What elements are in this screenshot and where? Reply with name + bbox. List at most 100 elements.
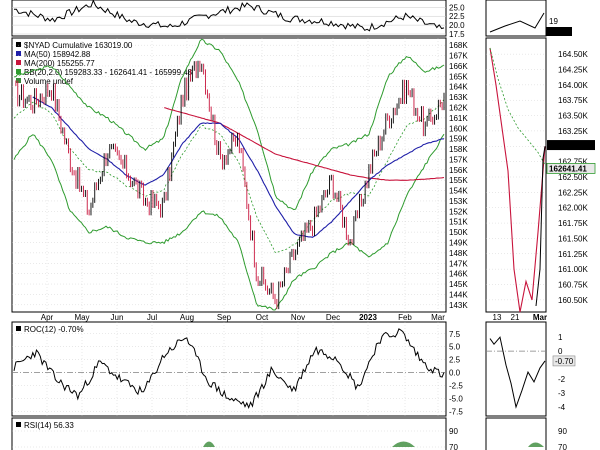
top-side-current-badge [546,27,572,36]
top-y-tick-label: 20.0 [449,21,465,30]
roc-y-tick-label: 5.0 [449,343,461,352]
roc-side-y-tick-label: -2 [558,375,566,384]
roc-y-tick-label: 0.0 [449,369,461,378]
main-y-tick-label: 145K [449,280,468,289]
roc-side-current-badge [552,355,576,367]
rsi-y-tick-label: 90 [449,427,458,436]
rsi-overbought-fill [203,441,215,447]
main-y-tick-label: 159K [449,135,468,144]
legend-bb-swatch [16,69,21,74]
main-side-y-tick-label: 163.50K [558,112,588,121]
main-y-tick-label: 148K [449,249,468,258]
main-side-y-tick-label: 162.50K [558,173,588,182]
side-bb-mid-line [489,47,546,165]
main-x-tick-label: 2023 [359,313,377,322]
legend-bb-label: BB(20,2.0) 159283.33 - 162641.41 - 16599… [24,68,193,77]
side-current-label-bb: 162641.41 [549,164,587,173]
main-x-tick-label: Dec [326,313,340,322]
main-y-tick-label: 166K [449,62,468,71]
main-x-tick-label: Jun [111,313,124,322]
top-y-tick-label: 25.0 [449,3,465,12]
main-y-tick-label: 165K [449,72,468,81]
roc-y-tick-label: 2.5 [449,356,461,365]
main-y-tick-label: 154K [449,187,468,196]
main-y-tick-label: 163K [449,93,468,102]
main-x-tick-label: Oct [256,313,269,322]
main-y-tick-label: 156K [449,166,468,175]
side-x-tick-label: Mar [533,313,547,322]
main-y-tick-label: 157K [449,155,468,164]
main-legend: $NYAD Cumulative 163019.00 MA(50) 158942… [16,41,193,86]
main-side-y-tick-label: 164.25K [558,66,588,75]
top-side-line [489,12,545,33]
side-price-red-line [489,47,546,313]
main-side-y-tick-label: 163.75K [558,96,588,105]
roc-side-line [489,336,546,409]
side-current-badge-price [547,140,595,151]
main-y-tick-label: 158K [449,145,468,154]
roc-legend: ROC(12) -0.70% [16,325,84,334]
legend-ma50-label: MA(50) 158942.88 [24,50,91,59]
top-side-current-label: 18.49 [548,27,569,36]
roc-y-tick-label: -5.0 [449,394,463,403]
roc-side-y-tick-label: -3 [558,389,566,398]
legend-volume-label: Volume undef [24,77,74,86]
side-x-tick-label: 21 [511,313,520,322]
side-current-label-price: 163019.00 [549,141,587,150]
main-side-y-tick-label: 162.00K [558,204,588,213]
main-side-y-tick-label: 164.00K [558,81,588,90]
main-y-tick-label: 164K [449,83,468,92]
top-y-tick-label: 17.5 [449,30,465,39]
main-y-tick-label: 150K [449,228,468,237]
rsi-side-y-tick-label: 90 [558,427,567,436]
main-x-tick-label: Sep [217,313,232,322]
main-x-tick-label: May [74,313,89,322]
roc-y-tick-label: -7.5 [449,407,463,416]
rsi-side-overbought-fill [528,442,544,447]
top-side-panel-frame [485,0,547,37]
main-y-tick-label: 162K [449,104,468,113]
legend-price-swatch [16,42,21,47]
main-y-tick-label: 149K [449,239,468,248]
legend-ma200-swatch [16,60,21,65]
main-side-y-tick-label: 162.25K [558,188,588,197]
main-y-tick-label: 147K [449,259,468,268]
main-side-y-tick-label: 164.50K [558,50,588,59]
main-y-tick-label: 155K [449,176,468,185]
legend-ma200-label: MA(200) 155255.77 [24,59,95,68]
legend-rsi-label: RSI(14) 56.33 [24,421,74,430]
rsi-side-y-tick-label: 70 [558,443,567,450]
roc-side-current-label: -0.70 [555,357,574,366]
side-price-black-line [535,146,546,307]
main-side-y-tick-label: 161.00K [558,265,588,274]
side-current-badge-bb [546,162,596,174]
roc-panel-frame [11,321,447,417]
main-y-tick-label: 146K [449,270,468,279]
main-side-y-tick-label: 160.75K [558,281,588,290]
top-y-tick-label: 22.5 [449,12,465,21]
legend-ma50-swatch [16,51,21,56]
top-oscillator-line [13,0,445,32]
main-panel-frame [11,37,447,313]
main-y-tick-label: 160K [449,124,468,133]
main-y-tick-label: 144K [449,290,468,299]
ma50-line [32,96,445,238]
main-x-tick-label: Mar [431,313,445,322]
legend-rsi-swatch [16,422,21,427]
legend-price-label: $NYAD Cumulative 163019.00 [24,41,133,50]
roc-side-y-tick-label: 1 [558,333,563,342]
main-x-tick-label: Aug [180,313,194,322]
rsi-y-tick-label: 70 [449,443,458,450]
main-y-tick-label: 151K [449,218,468,227]
main-side-y-tick-label: 161.50K [558,234,588,243]
side-x-tick-label: 13 [493,313,502,322]
bb-lower-line [13,133,445,311]
main-y-tick-label: 167K [449,52,468,61]
main-side-y-tick-label: 161.75K [558,219,588,228]
legend-volume-swatch [16,78,21,83]
roc-line [13,328,445,409]
chart-marks: 25.022.520.017.51918.49168K167K166K165K1… [12,0,596,450]
roc-side-y-tick-label: -4 [558,403,566,412]
rsi-overbought-fill [392,441,415,447]
